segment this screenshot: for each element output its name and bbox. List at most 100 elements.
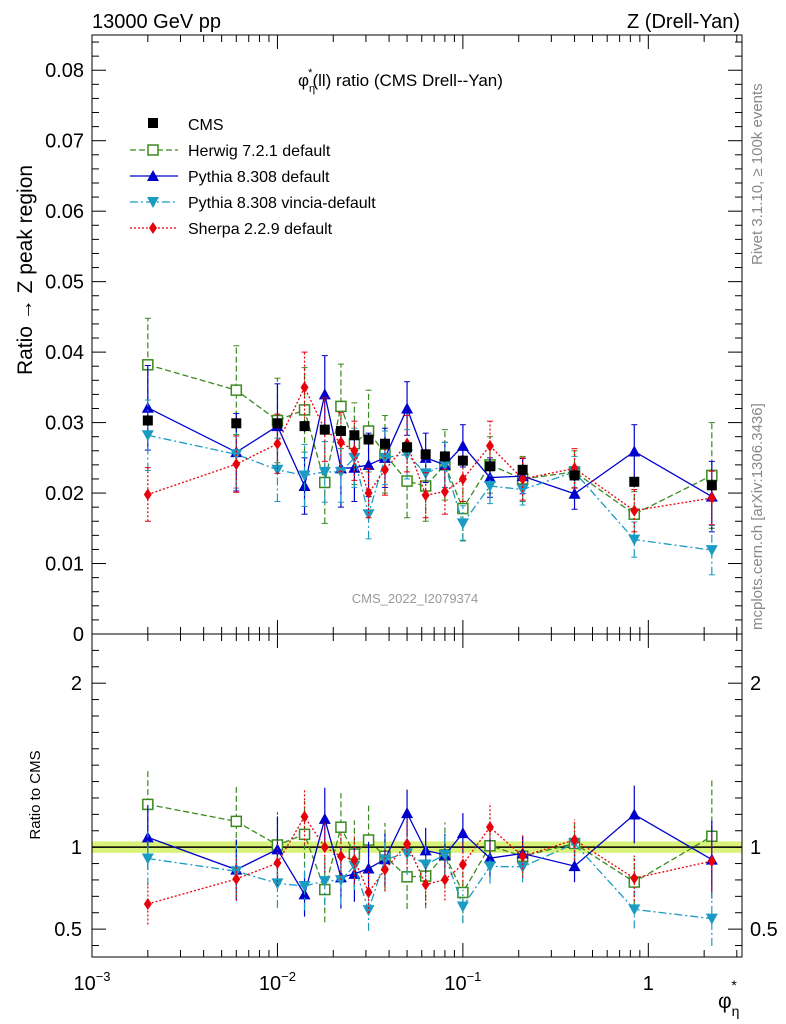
point-pythia-8-308-vincia-default xyxy=(318,466,331,478)
point-cms xyxy=(420,449,431,460)
y-tick-label: 0.05 xyxy=(45,272,84,294)
point-cms xyxy=(706,480,717,491)
point-sherpa-2-2-9-default xyxy=(518,472,527,485)
point-cms xyxy=(231,418,242,429)
ratio-point-pythia-8-308-default xyxy=(568,860,581,872)
x-tick-label: 10−1 xyxy=(444,969,481,995)
ratio-point-sherpa-2-2-9-default xyxy=(485,821,494,834)
main-ylabel: Ratio → Z peak region xyxy=(14,165,37,375)
ratio-ylabel: Ratio to CMS xyxy=(27,750,44,839)
point-pythia-8-308-vincia-default xyxy=(348,452,361,464)
ratio-point-sherpa-2-2-9-default xyxy=(380,863,389,876)
ratio-point-pythia-8-308-default xyxy=(628,808,641,820)
point-pythia-8-308-vincia-default xyxy=(705,545,718,557)
point-pythia-8-308-vincia-default xyxy=(362,509,375,521)
ratio-frame xyxy=(91,633,743,958)
point-pythia-8-308-vincia-default xyxy=(516,484,529,496)
ratio-point-sherpa-2-2-9-default xyxy=(421,878,430,891)
point-sherpa-2-2-9-default xyxy=(421,489,430,502)
ratio-point-sherpa-2-2-9-default xyxy=(440,873,449,886)
xaxis-label: φη* xyxy=(718,977,739,1019)
series-line-pythia-8-308-default xyxy=(147,394,713,498)
point-cms xyxy=(379,438,390,449)
point-sherpa-2-2-9-default xyxy=(143,488,152,501)
point-pythia-8-308-default xyxy=(628,445,641,457)
ratio-y-tick-label-right: 0.5 xyxy=(750,919,778,941)
ratio-point-pythia-8-308-vincia-default xyxy=(318,876,331,888)
ratio-line-sherpa-2-2-9-default xyxy=(147,815,712,905)
ratio-point-pythia-8-308-vincia-default xyxy=(271,878,284,890)
point-sherpa-2-2-9-default xyxy=(232,458,241,471)
point-pythia-8-308-vincia-default xyxy=(628,534,641,546)
point-pythia-8-308-default xyxy=(141,401,154,413)
ratio-line-pythia-8-308-default xyxy=(147,811,713,897)
ratio-point-pythia-8-308-vincia-default xyxy=(141,853,154,865)
ratio-point-sherpa-2-2-9-default xyxy=(364,886,373,899)
point-pythia-8-308-vincia-default xyxy=(298,470,311,482)
point-cms xyxy=(349,430,360,441)
ratio-point-pythia-8-308-vincia-default xyxy=(298,881,311,893)
ratio-point-sherpa-2-2-9-default xyxy=(350,853,359,866)
point-pythia-8-308-default xyxy=(401,402,414,414)
ratio-point-sherpa-2-2-9-default xyxy=(458,858,467,871)
ratio-line-pythia-8-308-vincia-default xyxy=(147,842,712,920)
point-cms xyxy=(457,455,468,466)
point-pythia-8-308-vincia-default xyxy=(271,464,284,476)
x-tick-label: 10−2 xyxy=(259,969,296,995)
ratio-point-pythia-8-308-default xyxy=(456,827,469,839)
ratio-point-pythia-8-308-default xyxy=(318,812,331,824)
ratio-y-tick-label: 1 xyxy=(71,837,82,859)
point-sherpa-2-2-9-default xyxy=(630,504,639,517)
point-cms xyxy=(142,415,153,426)
point-cms xyxy=(629,476,640,487)
ratio-point-pythia-8-308-vincia-default xyxy=(438,849,451,861)
point-pythia-8-308-vincia-default xyxy=(141,430,154,442)
ratio-point-sherpa-2-2-9-default xyxy=(630,872,639,885)
point-sherpa-2-2-9-default xyxy=(707,491,716,504)
ratio-y-tick-label-right: 2 xyxy=(750,673,761,695)
analysis-watermark: CMS_2022_I2079374 xyxy=(352,591,479,606)
ratio-point-pythia-8-308-vincia-default xyxy=(362,905,375,917)
ratio-point-sherpa-2-2-9-default xyxy=(300,810,309,823)
ratio-point-pythia-8-308-vincia-default xyxy=(334,875,347,887)
ratio-point-sherpa-2-2-9-default xyxy=(232,872,241,885)
ratio-line-herwig-7-2-1-default xyxy=(147,803,713,894)
ratio-point-pythia-8-308-default xyxy=(362,862,375,874)
point-sherpa-2-2-9-default xyxy=(364,487,373,500)
point-pythia-8-308-vincia-default xyxy=(483,481,496,493)
y-tick-label: 0.01 xyxy=(45,554,84,576)
point-sherpa-2-2-9-default xyxy=(485,439,494,452)
mcplots-label: mcplots.cern.ch [arXiv:1306.3436] xyxy=(749,403,766,630)
y-tick-label: 0.06 xyxy=(45,201,84,223)
point-sherpa-2-2-9-default xyxy=(458,472,467,485)
point-herwig-7-2-1-default xyxy=(230,384,243,396)
ratio-point-pythia-8-308-vincia-default xyxy=(628,904,641,916)
y-tick-label: 0.08 xyxy=(45,60,84,82)
point-pythia-8-308-default xyxy=(483,471,496,483)
point-pythia-8-308-default xyxy=(568,487,581,499)
ratio-point-herwig-7-2-1-default xyxy=(230,815,243,828)
legend-item-vincia: Pythia 8.308 vincia-default xyxy=(130,195,376,212)
plot-title: φη*(ll) ratio (CMS Drell--Yan) xyxy=(298,67,503,95)
ratio-point-sherpa-2-2-9-default xyxy=(320,841,329,854)
ratio-y-tick-label: 2 xyxy=(71,673,82,695)
point-pythia-8-308-vincia-default xyxy=(456,518,469,530)
ratio-point-sherpa-2-2-9-default xyxy=(403,838,412,851)
legend-item-herwig: Herwig 7.2.1 default xyxy=(130,143,331,160)
point-pythia-8-308-default xyxy=(318,388,331,400)
point-pythia-8-308-default xyxy=(456,439,469,451)
point-cms xyxy=(299,421,310,432)
svg-text:Pythia 8.308 vincia-default: Pythia 8.308 vincia-default xyxy=(188,195,376,212)
point-sherpa-2-2-9-default xyxy=(336,436,345,449)
x-tick-label: 1 xyxy=(643,973,654,995)
svg-text:Sherpa 2.2.9 default: Sherpa 2.2.9 default xyxy=(188,221,333,238)
ratio-point-pythia-8-308-vincia-default xyxy=(456,901,469,913)
header-left: 13000 GeV pp xyxy=(92,11,221,33)
ratio-point-pythia-8-308-default xyxy=(401,807,414,819)
legend-item-pythia: Pythia 8.308 default xyxy=(130,169,330,186)
ratio-point-pythia-8-308-vincia-default xyxy=(483,861,496,873)
y-tick-label: 0.04 xyxy=(45,342,84,364)
svg-text:Herwig 7.2.1 default: Herwig 7.2.1 default xyxy=(188,143,331,160)
ratio-point-pythia-8-308-vincia-default xyxy=(348,860,361,872)
